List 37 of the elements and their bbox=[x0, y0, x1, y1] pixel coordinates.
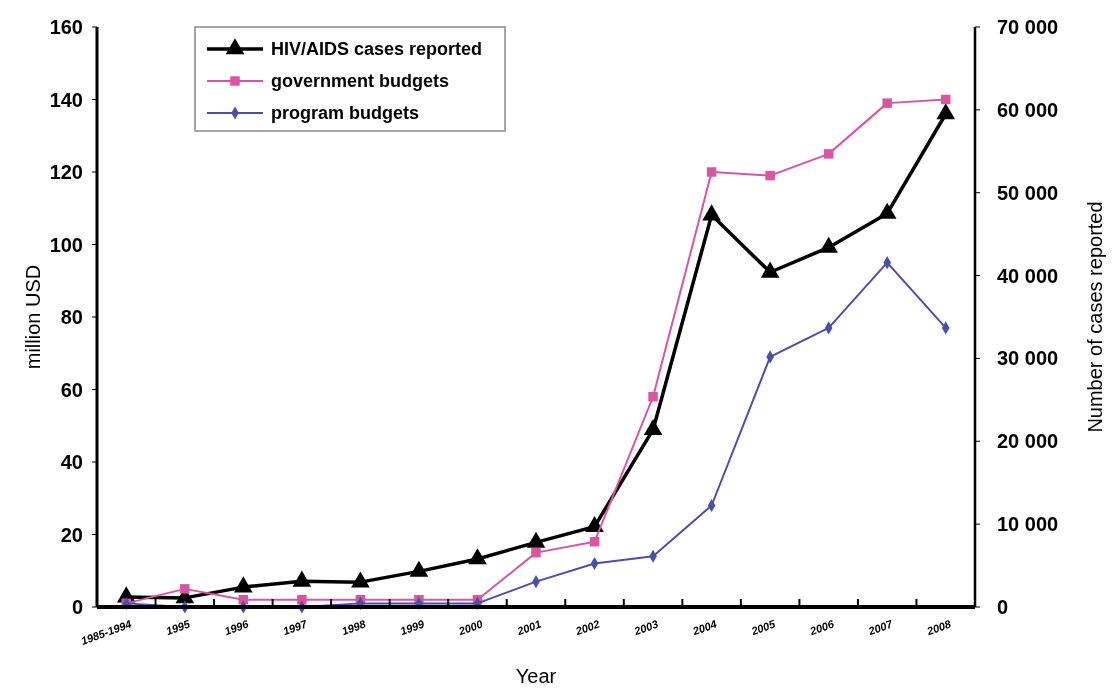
y-axis-title: million USD bbox=[22, 264, 44, 370]
y-tick-label: 0 bbox=[71, 596, 83, 618]
x-tick-label: 2008 bbox=[924, 617, 954, 638]
y2-tick-label: 40 000 bbox=[997, 264, 1059, 287]
y-tick-label: 80 bbox=[60, 306, 83, 328]
legend-label: HIV/AIDS cases reported bbox=[271, 39, 483, 60]
x-tick-label: 1996 bbox=[222, 617, 251, 638]
y-tick-label: 160 bbox=[49, 16, 83, 38]
x-tick-label: 2002 bbox=[573, 617, 602, 638]
y-tick-label: 40 bbox=[60, 451, 83, 473]
legend-label: government budgets bbox=[271, 71, 450, 92]
x-axis-title: Year bbox=[515, 665, 557, 687]
x-tick-label: 1997 bbox=[281, 617, 310, 638]
x-tick-label: 1999 bbox=[398, 617, 427, 638]
y2-tick-label: 60 000 bbox=[997, 98, 1059, 121]
y2-tick-label: 10 000 bbox=[997, 513, 1059, 536]
y-tick-label: 120 bbox=[49, 161, 83, 183]
y2-tick-label: 0 bbox=[997, 596, 1009, 618]
x-tick-label: 2007 bbox=[865, 617, 895, 638]
y-tick-label: 100 bbox=[49, 233, 83, 256]
y-tick-label: 20 bbox=[60, 523, 83, 546]
x-tick-label: 2003 bbox=[631, 617, 660, 638]
y-tick-label: 60 bbox=[60, 378, 83, 401]
y2-axis-title: Number of cases reported bbox=[1084, 201, 1106, 433]
y-tick-label: 140 bbox=[49, 88, 83, 111]
x-tick-label: 1998 bbox=[339, 617, 368, 638]
x-tick-label: 2000 bbox=[456, 617, 485, 638]
y2-tick-label: 30 000 bbox=[997, 347, 1059, 370]
legend-label: program budgets bbox=[271, 103, 420, 124]
x-tick-label: 2001 bbox=[514, 617, 543, 638]
x-tick-label: 2005 bbox=[748, 617, 778, 638]
y2-tick-label: 20 000 bbox=[997, 430, 1059, 453]
x-tick-label: 2004 bbox=[690, 617, 719, 638]
y2-tick-label: 70 000 bbox=[997, 16, 1059, 38]
y2-tick-label: 50 000 bbox=[997, 181, 1059, 204]
x-tick-label: 1995 bbox=[164, 617, 193, 638]
x-tick-label: 2006 bbox=[807, 617, 837, 638]
